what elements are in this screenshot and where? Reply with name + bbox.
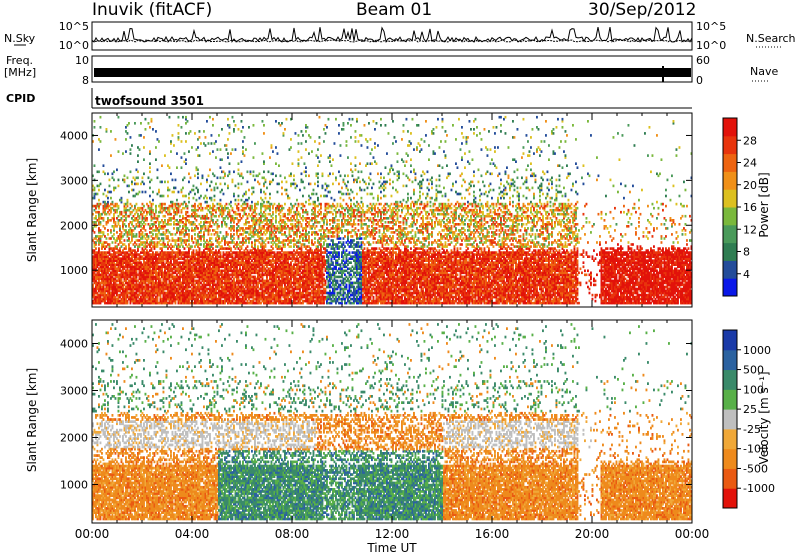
velocity-ylabel: Slant Range [km] (25, 368, 39, 472)
colorbar-tick-label: -100 (743, 443, 768, 456)
velocity-panel: 1000 2000 3000 4000 Slant Range [km] 1000 50… (25, 319, 775, 524)
date-title: 30/Sep/2012 (588, 0, 696, 20)
nave-label: Nave (750, 65, 778, 78)
colorbar-swatch (723, 118, 737, 137)
colorbar-tick-label: 500 (743, 364, 764, 377)
colorbar-tick-label: 24 (743, 157, 757, 170)
range-tick-label: 4000 (60, 129, 88, 142)
nsearch-tick-bottom: 10^0 (696, 39, 726, 52)
colorbar-swatch (723, 135, 737, 155)
colorbar-swatch (723, 153, 737, 172)
nsky-tick-top: 10^5 (59, 20, 89, 33)
time-tick-label: 00:00 (675, 527, 710, 541)
colorbar-tick-label: -1000 (743, 482, 775, 495)
range-tick-label: 1000 (60, 478, 88, 491)
station-title: Inuvik (fitACF) (92, 0, 212, 20)
colorbar-tick-label: 1000 (743, 344, 771, 357)
freq-series (94, 68, 691, 77)
nsearch-label: N.Search (746, 32, 796, 45)
nsky-tick-bottom: 10^0 (59, 39, 89, 52)
power-ylabel: Slant Range [km] (25, 158, 39, 262)
time-axis-label: Time UT (366, 541, 417, 554)
range-tick-label: 1000 (60, 264, 88, 277)
time-tick-label: 12:00 (375, 527, 410, 541)
colorbar-swatch (723, 428, 737, 450)
cpid-text: twofsound 3501 (95, 94, 204, 108)
nsky-strip: N.Sky 10^5 10^0 10^5 10^0 N.Search (4, 20, 796, 52)
cpid-strip: CPID twofsound 3501 (6, 88, 692, 109)
time-tick-label: 20:00 (575, 527, 610, 541)
colorbar-tick-label: 100 (743, 383, 764, 396)
velocity-axes: 1000 2000 3000 4000 (60, 320, 693, 523)
nsky-series (91, 26, 693, 43)
range-tick-label: 4000 (60, 337, 88, 350)
range-tick-label: 2000 (60, 219, 88, 232)
colorbar-tick-label: 12 (743, 223, 757, 236)
colorbar-swatch (723, 171, 737, 190)
colorbar-tick-label: 28 (743, 134, 757, 147)
freq-tick-top: 10 (75, 54, 89, 67)
freq-unit: [MHz] (4, 66, 36, 79)
nave-tick-bottom: 0 (696, 74, 703, 87)
nsearch-series (92, 39, 693, 43)
nsearch-tick-top: 10^5 (696, 20, 726, 33)
colorbar-swatch (723, 207, 737, 226)
nsky-label: N.Sky (4, 32, 36, 45)
colorbar-swatch (723, 278, 737, 297)
freq-label: Freq. (6, 54, 33, 67)
colorbar-swatch (723, 189, 737, 208)
velocity-colorbar-label: Velocity [m s⁻¹] (757, 371, 771, 464)
colorbar-swatch (723, 330, 737, 351)
nave-tick-top: 60 (696, 54, 710, 67)
colorbar-tick-label: -25 (743, 423, 761, 436)
colorbar-swatch (723, 260, 737, 279)
colorbar-swatch (723, 488, 737, 509)
freq-tick-bottom: 8 (82, 74, 89, 87)
cpid-label: CPID (6, 92, 35, 105)
colorbar-swatch (723, 369, 737, 390)
colorbar-swatch (723, 224, 737, 244)
colorbar-tick-label: 8 (743, 246, 750, 259)
velocity-colorbar: 1000 500 100 25 -25 -100 -500 -1000 (722, 329, 775, 509)
power-heatmap (92, 115, 692, 305)
colorbar-tick-label: -500 (743, 462, 768, 475)
time-tick-label: 00:00 (75, 527, 110, 541)
colorbar-swatch (723, 349, 737, 371)
beam-title: Beam 01 (356, 0, 432, 20)
power-colorbar-label: Power [dB] (757, 172, 771, 237)
range-tick-label: 3000 (60, 384, 88, 397)
power-axes: 1000 2000 3000 4000 (60, 113, 693, 307)
colorbar-tick-label: 20 (743, 179, 757, 192)
range-tick-label: 3000 (60, 174, 88, 187)
colorbar-swatch (723, 448, 737, 469)
colorbar-swatch (723, 409, 737, 430)
colorbar-swatch (723, 389, 737, 410)
time-tick-label: 08:00 (275, 527, 310, 541)
time-tick-label: 04:00 (175, 527, 210, 541)
time-tick-label: 16:00 (475, 527, 510, 541)
power-colorbar: 4 8 12 16 20 24 28 (722, 117, 757, 297)
freq-strip: Freq. [MHz] 10 8 60 0 Nave (4, 54, 778, 87)
colorbar-tick-label: 16 (743, 201, 757, 214)
colorbar-swatch (723, 468, 737, 489)
time-axis: 00:00 04:00 08:00 12:00 16:00 20:00 00:00 (75, 527, 710, 541)
power-panel: 1000 2000 3000 4000 Slant Range [km] 4 8 12 16… (25, 112, 771, 308)
colorbar-swatch (723, 242, 737, 261)
colorbar-tick-label: 4 (743, 268, 750, 281)
colorbar-tick-label: 25 (743, 403, 757, 416)
velocity-heatmap (92, 323, 692, 521)
range-tick-label: 2000 (60, 431, 88, 444)
